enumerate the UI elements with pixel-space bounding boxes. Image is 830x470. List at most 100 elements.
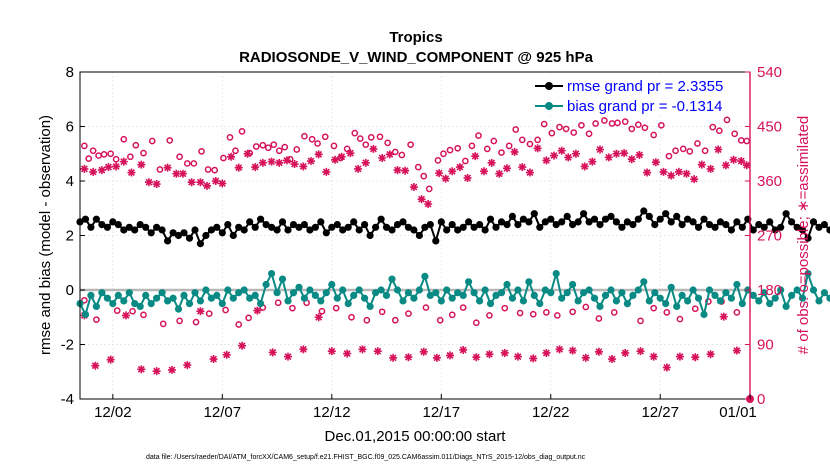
- obs-assimilated-point: [361, 158, 370, 167]
- rmse-point: [142, 223, 150, 231]
- rmse-point: [251, 223, 259, 231]
- obs-assimilated-point: [448, 167, 457, 176]
- bias-point: [448, 294, 456, 302]
- obs-possible-point: [274, 299, 282, 307]
- bias-point: [120, 297, 128, 305]
- rmse-point: [196, 240, 204, 248]
- obs-assimilated-point: [417, 195, 426, 204]
- obs-assimilated-point: [178, 169, 187, 178]
- rmse-point: [738, 223, 746, 231]
- obs-assimilated-point: [253, 306, 262, 315]
- obs-possible-point: [183, 160, 191, 167]
- bias-point: [596, 302, 604, 310]
- bias-point: [257, 300, 265, 308]
- bias-point: [103, 294, 112, 302]
- rmse-point: [399, 218, 407, 226]
- rmse-point: [306, 226, 314, 234]
- rmse-point: [415, 231, 423, 240]
- obs-assimilated-point: [706, 164, 715, 173]
- obs-assimilated-point: [732, 346, 741, 355]
- bias-point: [278, 275, 287, 283]
- bias-point: [196, 297, 204, 305]
- rmse-point: [722, 221, 730, 229]
- chart-title: Tropics: [389, 29, 442, 46]
- bias-point: [235, 289, 243, 297]
- rmse-point: [437, 218, 445, 226]
- bias-point: [612, 297, 621, 305]
- bias-series: [76, 269, 830, 319]
- obs-possible-point: [601, 117, 608, 124]
- rmse-point: [678, 221, 686, 229]
- obs-possible-point: [462, 157, 469, 165]
- obs-possible-point: [281, 143, 289, 151]
- x-tick-label: 12/02: [94, 404, 132, 421]
- obs-assimilated-point: [571, 149, 580, 158]
- bias-point: [514, 286, 522, 294]
- obs-assimilated-point: [251, 163, 260, 172]
- bias-point: [820, 289, 829, 297]
- obs-assimilated-point: [373, 347, 382, 356]
- obs-possible-point: [351, 129, 359, 137]
- bias-point: [788, 291, 796, 299]
- rmse-point: [623, 218, 632, 226]
- rmse-point: [459, 223, 467, 231]
- rmse-point: [525, 218, 533, 226]
- bias-point: [574, 297, 582, 305]
- obs-possible-point: [512, 126, 520, 133]
- obs-possible-point: [362, 141, 370, 149]
- rmse-point: [486, 215, 495, 223]
- obs-assimilated-point: [284, 352, 293, 361]
- obs-possible-point: [204, 166, 212, 173]
- bias-point: [350, 291, 358, 299]
- obs-assimilated-point: [299, 162, 308, 171]
- rmse-point: [443, 226, 451, 234]
- rmse-point: [777, 223, 785, 231]
- obs-assimilated-point: [314, 313, 323, 322]
- bias-point: [694, 294, 703, 302]
- bias-point: [229, 294, 237, 302]
- obs-possible-point: [301, 132, 308, 140]
- obs-possible-point: [81, 142, 88, 150]
- y-right-tick-label: 180: [757, 282, 782, 299]
- rmse-point: [673, 212, 681, 220]
- obs-assimilated-point: [104, 163, 113, 172]
- bias-point: [777, 286, 785, 294]
- rmse-point: [328, 223, 336, 231]
- obs-assimilated-point: [275, 158, 284, 167]
- obs-assimilated-point: [580, 162, 589, 171]
- obs-possible-point: [259, 141, 267, 149]
- obs-possible-point: [235, 321, 243, 328]
- bias-point: [809, 286, 818, 294]
- rmse-point: [563, 212, 571, 220]
- rmse-point: [240, 226, 248, 234]
- obs-assimilated-point: [258, 158, 267, 167]
- bias-point: [142, 291, 150, 299]
- y-left-tick-label: 0: [66, 282, 74, 299]
- obs-possible-point: [391, 316, 399, 324]
- rmse-point: [448, 221, 456, 229]
- obs-possible-point: [543, 309, 550, 316]
- obs-assimilated-point: [202, 181, 211, 190]
- rmse-point: [174, 231, 183, 240]
- obs-possible-point: [663, 309, 671, 316]
- rmse-point: [667, 218, 675, 226]
- rmse-point: [103, 223, 112, 231]
- obs-possible-point: [548, 129, 556, 137]
- rmse-point: [92, 215, 101, 223]
- obs-assimilated-point: [404, 353, 413, 362]
- rmse-point: [618, 223, 626, 231]
- obs-assimilated-point: [455, 163, 464, 172]
- rmse-point: [268, 223, 276, 231]
- rmse-point: [410, 226, 418, 234]
- rmse-point: [224, 221, 232, 229]
- y-right-tick-label: 0: [757, 391, 765, 408]
- obs-possible-point: [378, 308, 386, 316]
- obs-possible-point: [505, 142, 513, 150]
- obs-assimilated-point: [690, 175, 699, 184]
- obs-assimilated-point: [446, 351, 455, 360]
- rmse-point: [235, 223, 243, 231]
- rmse-point: [634, 215, 642, 223]
- obs-possible-point: [192, 318, 200, 326]
- rmse-point: [350, 218, 358, 226]
- bias-point: [618, 289, 626, 297]
